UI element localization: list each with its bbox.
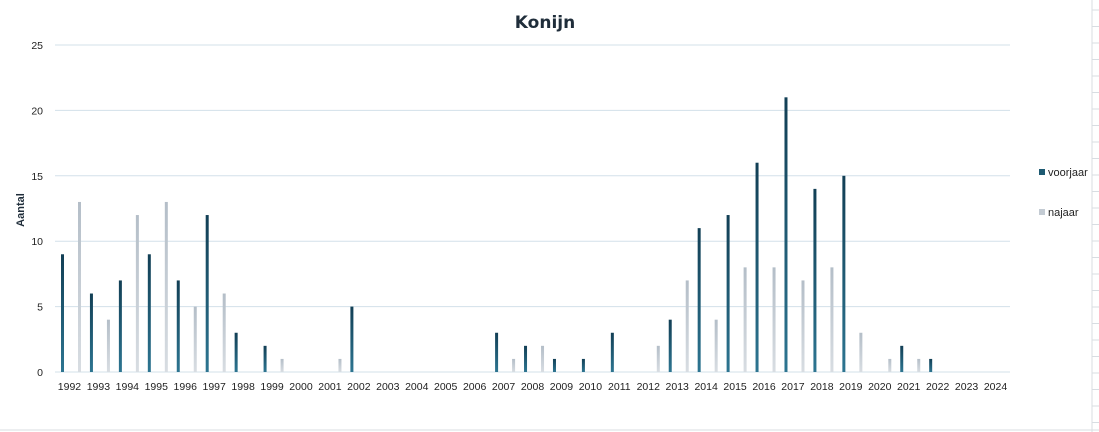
x-tick-label: 1999 bbox=[260, 381, 284, 393]
grid bbox=[55, 44, 1010, 373]
x-tick-label: 2017 bbox=[781, 381, 805, 393]
x-tick-label: 1995 bbox=[145, 381, 169, 393]
x-tick-label: 2000 bbox=[289, 381, 313, 393]
bar-najaar bbox=[512, 358, 516, 372]
bar-najaar bbox=[917, 358, 921, 372]
chart-title: Konijn bbox=[515, 13, 575, 33]
x-tick-label: 2023 bbox=[955, 381, 979, 393]
bar-voorjaar bbox=[263, 345, 267, 372]
bar-najaar bbox=[772, 267, 776, 372]
y-tick-label: 15 bbox=[31, 171, 43, 183]
bar-voorjaar bbox=[610, 332, 614, 372]
x-tick-label: 2015 bbox=[723, 381, 747, 393]
x-tick-label: 1993 bbox=[87, 381, 111, 393]
bars bbox=[61, 97, 933, 372]
bar-najaar bbox=[830, 267, 834, 372]
bar-voorjaar bbox=[118, 280, 122, 372]
bar-voorjaar bbox=[900, 345, 904, 372]
x-tick-label: 1996 bbox=[174, 381, 198, 393]
bar-najaar bbox=[888, 358, 892, 372]
bar-najaar bbox=[685, 280, 689, 372]
bar-najaar bbox=[135, 215, 139, 372]
bar-voorjaar bbox=[350, 306, 354, 372]
x-tick-label: 1994 bbox=[116, 381, 140, 393]
x-tick-label: 2001 bbox=[318, 381, 342, 393]
x-tick-label: 2011 bbox=[608, 381, 631, 393]
x-tick-label: 2004 bbox=[405, 381, 429, 393]
bar-voorjaar bbox=[176, 280, 180, 372]
bar-najaar bbox=[656, 345, 660, 372]
y-tick-label: 20 bbox=[31, 105, 43, 117]
bar-voorjaar bbox=[784, 97, 788, 372]
bar-najaar bbox=[78, 201, 81, 372]
legend-marker-voorjaar bbox=[1039, 169, 1045, 175]
x-tick-label: 2019 bbox=[839, 381, 863, 393]
bar-voorjaar bbox=[89, 293, 93, 372]
x-tick-label: 1998 bbox=[231, 381, 255, 393]
bar-najaar bbox=[222, 293, 226, 372]
bar-voorjaar bbox=[552, 358, 556, 372]
bar-voorjaar bbox=[524, 345, 528, 372]
x-tick-label: 2021 bbox=[897, 381, 921, 393]
bar-voorjaar bbox=[234, 332, 238, 372]
x-tick-label: 2005 bbox=[434, 381, 458, 393]
bar-voorjaar bbox=[755, 162, 759, 372]
legend-label-najaar: najaar bbox=[1048, 207, 1079, 219]
bar-voorjaar bbox=[929, 358, 933, 372]
bar-voorjaar bbox=[147, 254, 151, 372]
x-tick-label: 2010 bbox=[579, 381, 603, 393]
x-tick-labels: 1992 1993 1994 1995 1996 1997 1998 1999 2000 2001… bbox=[58, 381, 1008, 393]
x-tick-label: 2008 bbox=[521, 381, 545, 393]
bar-najaar bbox=[106, 319, 110, 372]
x-tick-label: 1997 bbox=[202, 381, 226, 393]
x-tick-label: 2024 bbox=[984, 381, 1008, 393]
bar-najaar bbox=[859, 332, 863, 372]
x-tick-label: 2007 bbox=[492, 381, 516, 393]
x-tick-label: 2013 bbox=[666, 381, 690, 393]
y-tick-label: 10 bbox=[31, 236, 43, 248]
bar-najaar bbox=[743, 267, 747, 372]
y-axis-label: Aantal bbox=[15, 193, 27, 227]
legend: voorjaar najaar bbox=[1039, 167, 1088, 219]
bar-voorjaar bbox=[205, 215, 209, 372]
bar-voorjaar bbox=[697, 228, 701, 372]
y-tick-label: 0 bbox=[37, 367, 43, 379]
x-tick-label: 2016 bbox=[752, 381, 776, 393]
bar-najaar bbox=[541, 345, 545, 372]
legend-marker-najaar bbox=[1039, 209, 1045, 215]
y-tick-label: 5 bbox=[37, 302, 43, 314]
bar-voorjaar bbox=[813, 188, 817, 372]
bar-najaar bbox=[193, 306, 197, 372]
x-tick-label: 2020 bbox=[868, 381, 892, 393]
x-tick-label: 2018 bbox=[810, 381, 834, 393]
x-tick-label: 2014 bbox=[694, 381, 718, 393]
x-tick-label: 1992 bbox=[58, 381, 82, 393]
bar-najaar bbox=[164, 201, 168, 372]
y-tick-label: 25 bbox=[31, 40, 43, 52]
x-tick-label: 2003 bbox=[376, 381, 400, 393]
bar-najaar bbox=[801, 280, 805, 372]
x-tick-label: 2006 bbox=[463, 381, 487, 393]
x-tick-label: 2012 bbox=[637, 381, 661, 393]
x-tick-label: 2022 bbox=[926, 381, 950, 393]
bar-voorjaar bbox=[61, 254, 64, 372]
x-tick-label: 2002 bbox=[347, 381, 371, 393]
bar-najaar bbox=[338, 358, 342, 372]
y-tick-labels: 0 5 10 15 20 25 bbox=[31, 40, 43, 379]
bar-voorjaar bbox=[668, 319, 672, 372]
legend-label-voorjaar: voorjaar bbox=[1048, 167, 1088, 179]
bar-voorjaar bbox=[495, 332, 499, 372]
bar-voorjaar bbox=[842, 175, 846, 372]
bar-najaar bbox=[280, 358, 284, 372]
bar-voorjaar bbox=[581, 358, 585, 372]
x-tick-label: 2009 bbox=[550, 381, 574, 393]
bar-voorjaar bbox=[726, 215, 730, 372]
bar-najaar bbox=[714, 319, 718, 372]
